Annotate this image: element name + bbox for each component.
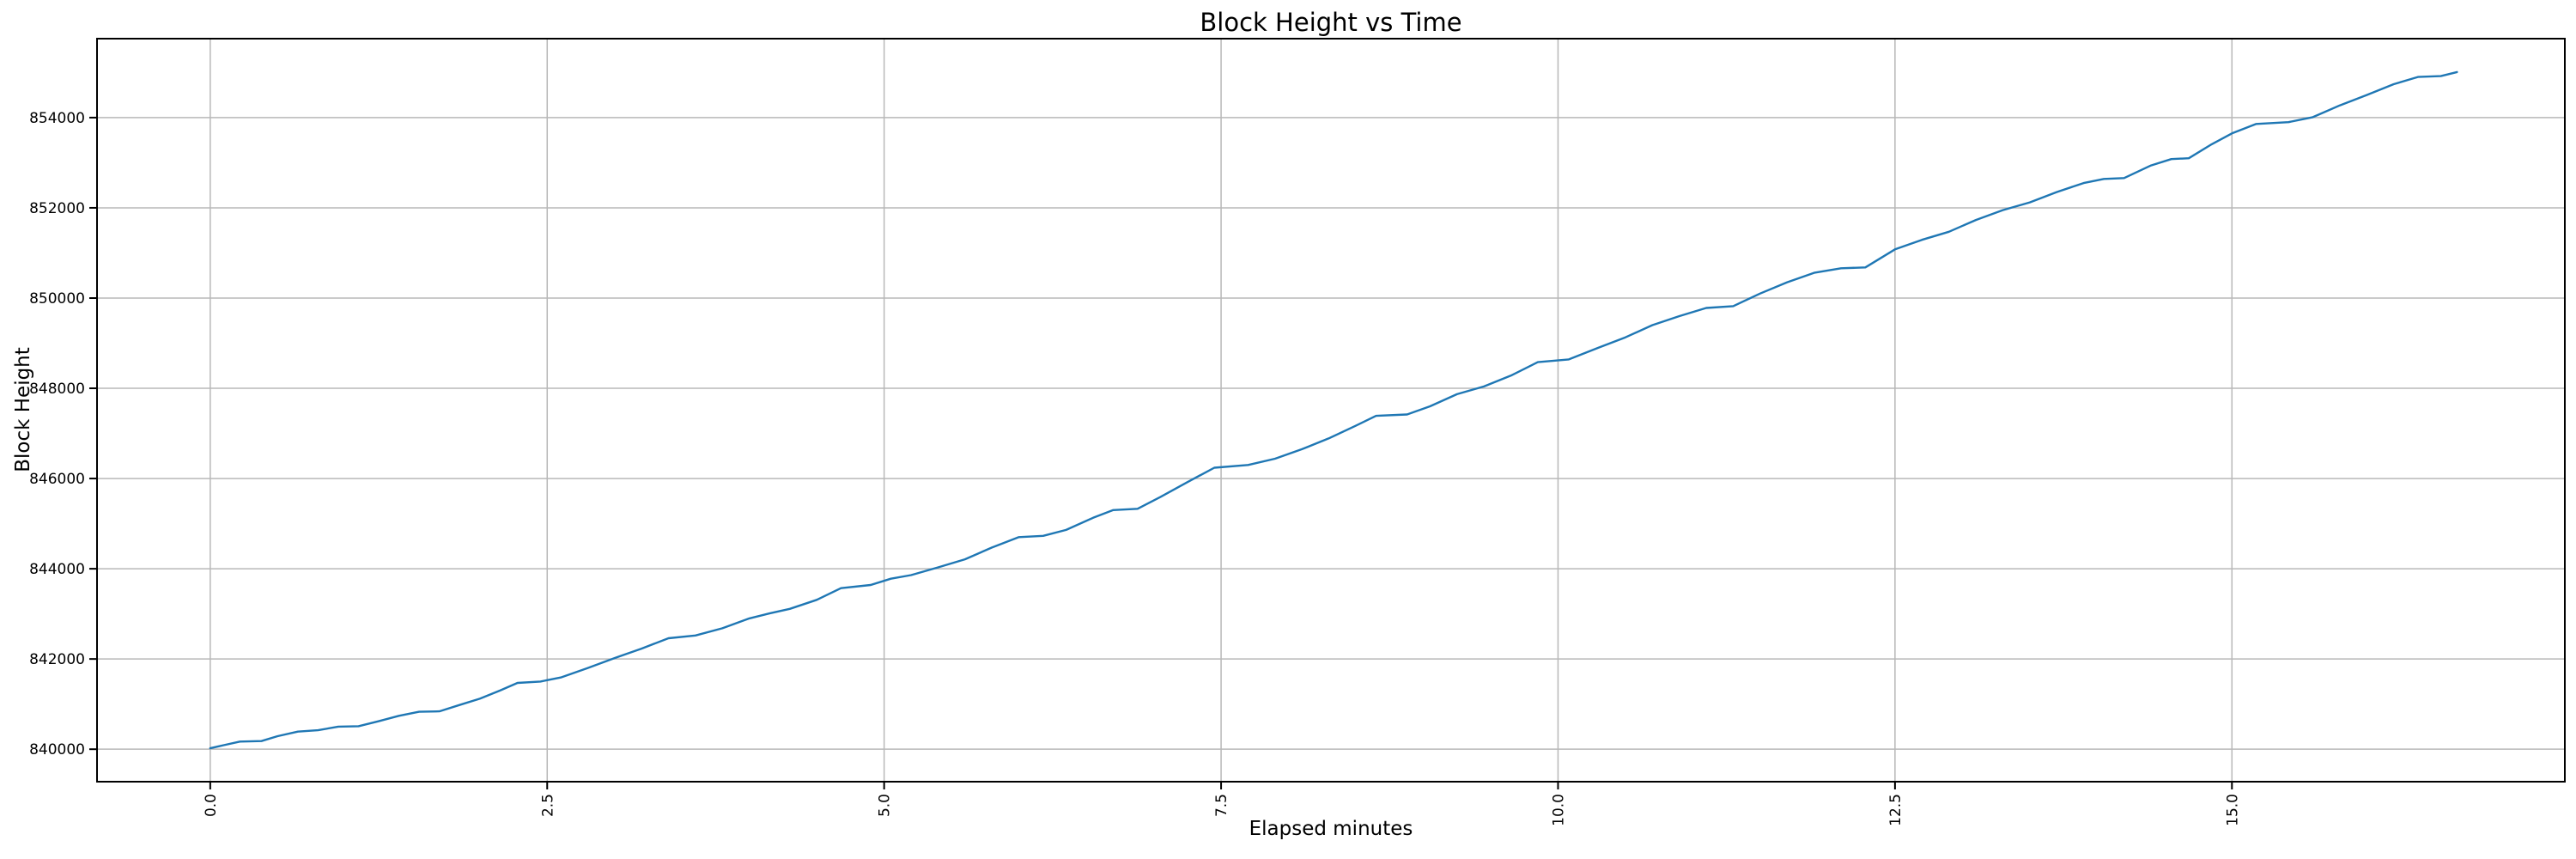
y-tick-label: 850000	[29, 290, 85, 308]
y-tick-label: 854000	[29, 110, 85, 127]
y-tick-label: 842000	[29, 651, 85, 668]
x-tick-label: 10.0	[1550, 794, 1567, 826]
x-tick-label: 2.5	[539, 794, 556, 817]
y-tick-label: 846000	[29, 471, 85, 488]
y-tick-label: 844000	[29, 561, 85, 578]
x-tick-label: 0.0	[203, 794, 220, 817]
plot-border	[96, 38, 2566, 783]
y-axis-label: Block Height	[12, 347, 34, 472]
x-tick-label: 15.0	[2224, 794, 2241, 826]
x-tick-label: 12.5	[1887, 794, 1905, 826]
y-tick-label: 848000	[29, 381, 85, 398]
data-line-block-height	[209, 70, 2458, 750]
x-axis-label: Elapsed minutes	[1249, 818, 1413, 840]
x-tick-label: 7.5	[1213, 794, 1230, 817]
y-tick-label: 852000	[29, 200, 85, 217]
x-tick-label: 5.0	[877, 794, 894, 817]
chart-title: Block Height vs Time	[1200, 8, 1462, 37]
y-tick-label: 840000	[29, 741, 85, 758]
